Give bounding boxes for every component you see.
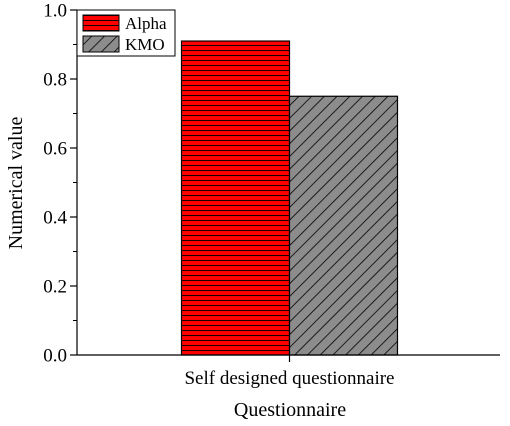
legend-label-alpha: Alpha [125,14,167,33]
x-tick-label: Self designed questionnaire [184,368,394,389]
y-tick-label: 1.0 [43,1,67,22]
y-tick-label: 0.6 [43,139,67,160]
legend: Alpha KMO [76,9,176,57]
y-tick-label: 0.2 [43,277,67,298]
y-tick-label: 0.4 [43,208,67,229]
legend-swatch-alpha [82,14,120,32]
x-axis: Self designed questionnaire [77,354,500,389]
y-axis: 0.0 0.2 0.4 0.6 0.8 1.0 [43,1,78,367]
legend-label-kmo: KMO [125,35,165,54]
y-tick-label: 0.8 [43,70,67,91]
y-axis-title: Numerical value [5,117,27,250]
y-tick-label: 0.0 [43,346,67,367]
bars-group [180,40,399,356]
bar-alpha [180,40,291,356]
legend-swatch-kmo [82,35,120,53]
bar-kmo [288,95,399,356]
x-axis-title: Questionnaire [234,399,346,421]
